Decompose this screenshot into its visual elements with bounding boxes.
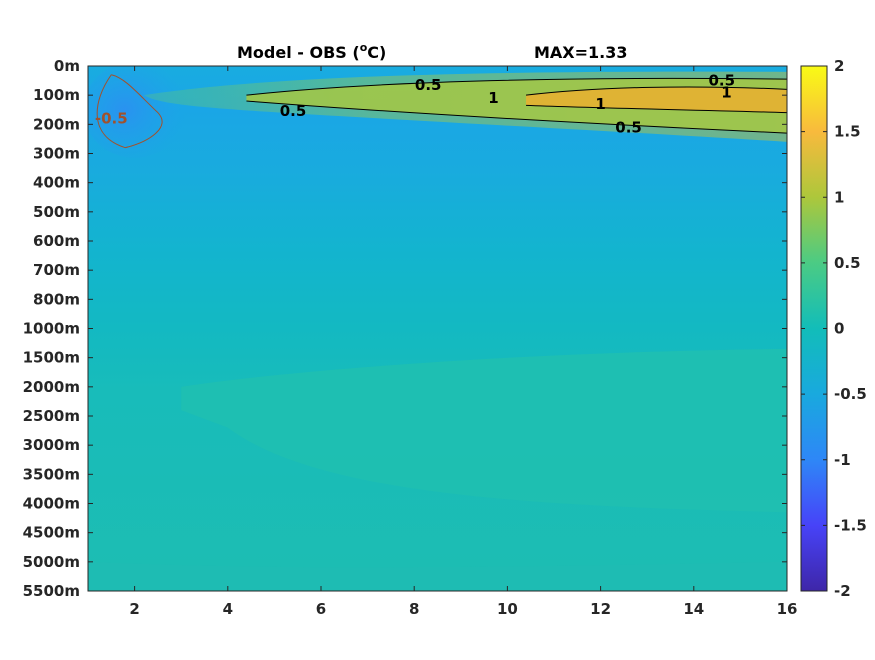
field-background (88, 66, 787, 591)
y-tick-label: 2500m (23, 407, 80, 425)
colorbar-tick-label: 1.5 (834, 123, 861, 141)
y-tick-label: 5500m (23, 582, 80, 600)
y-tick-label: 3500m (23, 465, 80, 483)
y-tick-label: 4000m (23, 495, 80, 513)
y-tick-label: 2000m (23, 378, 80, 396)
x-tick-label: 12 (590, 600, 611, 618)
y-tick-label: 500m (33, 203, 80, 221)
chart-title: Model - OBS (oC) (237, 41, 386, 62)
x-tick-label: 6 (316, 600, 326, 618)
cold-patch (88, 66, 186, 158)
colorbar-tick-label: 0 (834, 320, 844, 338)
contour-label-6: 1 (721, 83, 731, 101)
y-tick-label: 1000m (23, 320, 80, 338)
contour-label-5: 0.5 (708, 72, 735, 90)
x-tick-label: 8 (409, 600, 419, 618)
bottom-water-region (88, 561, 787, 591)
y-tick-label: 0m (54, 57, 80, 75)
y-tick-label: 5000m (23, 553, 80, 571)
x-tick-label: 16 (777, 600, 798, 618)
y-tick-label: 800m (33, 290, 80, 308)
y-tick-label: 3000m (23, 436, 80, 454)
contour-1-lower (526, 104, 787, 114)
title-unit-rest: C) (367, 43, 386, 62)
max-value-label: MAX=1.33 (534, 43, 628, 62)
y-tick-label: 4500m (23, 524, 80, 542)
y-tick-label: 600m (33, 232, 80, 250)
x-tick-label: 14 (683, 600, 704, 618)
contour-label-1: 0.5 (280, 102, 307, 120)
plot-area: 0.50.51 10.50.51-0.5 (88, 66, 787, 591)
colorbar-gradient (800, 65, 828, 592)
colorbar-tick-label: 0.5 (834, 254, 861, 272)
contour-label-0: 0.5 (415, 76, 442, 94)
title-main: Model - OBS ( (237, 43, 360, 62)
y-tick-label: 100m (33, 86, 80, 104)
contour-neg0.5 (96, 74, 163, 149)
colorbar-tick-label: -0.5 (834, 385, 867, 403)
contour-label-3: 1 (595, 95, 605, 113)
x-tick-label: 10 (497, 600, 518, 618)
axes: 0m 100m 200m 300m 400m 500m 600m 700m 800m 1000m 1… (23, 57, 798, 618)
warm-surface-core (526, 86, 787, 113)
title-unit-super: o (360, 41, 368, 54)
contour-label-2: 1 (488, 89, 498, 107)
colorbar-tick-label: -2 (834, 582, 851, 600)
heatmap-field: 0.50.51 10.50.51-0.5 (88, 66, 787, 591)
x-tick-label: 2 (129, 600, 139, 618)
contour-1-upper (525, 86, 787, 96)
colorbar-tick-label: 2 (834, 57, 844, 75)
colorbar: 2 1.5 1 0.5 0 -0.5 -1 -1.5 -2 (800, 57, 867, 600)
colorbar-tick-label: -1.5 (834, 516, 867, 534)
contour-label-4: 0.5 (615, 118, 642, 136)
y-tick-label: 300m (33, 145, 80, 163)
y-tick-label: 700m (33, 261, 80, 279)
contour-label-7: -0.5 (95, 110, 128, 128)
y-tick-label: 1500m (23, 349, 80, 367)
y-tick-label: 400m (33, 174, 80, 192)
colorbar-tick-label: 1 (834, 188, 844, 206)
x-tick-label: 4 (223, 600, 233, 618)
deep-water-region (181, 348, 787, 513)
contour-0.5-lower (246, 100, 787, 134)
y-tick-label: 200m (33, 115, 80, 133)
contour-0.5-outer (246, 77, 787, 96)
colorbar-tick-label: -1 (834, 451, 851, 469)
